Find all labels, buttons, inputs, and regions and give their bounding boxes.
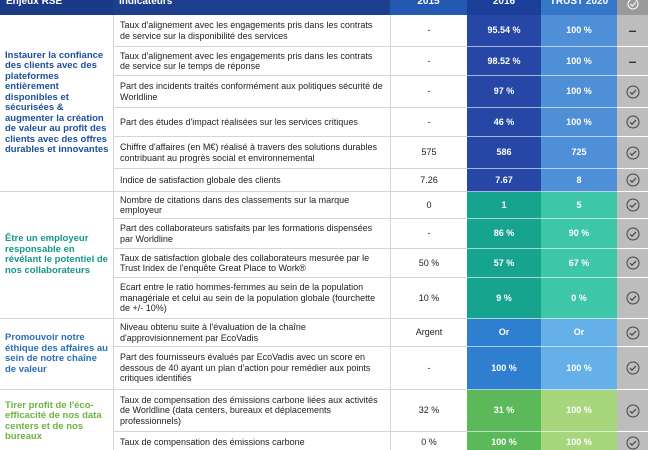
indicator: Ecart entre le ratio hommes-femmes au se… <box>113 278 390 319</box>
indicator: Taux de compensation des émissions carbo… <box>113 390 390 432</box>
status <box>617 76 648 108</box>
section-label: Promouvoir notre éthique des affaires au… <box>0 319 113 390</box>
check-icon <box>626 115 639 129</box>
indicator: Part des collaborateurs satisfaits par l… <box>113 219 390 249</box>
section-label: Tirer profit de l'éco-efficacité de nos … <box>0 390 113 450</box>
header-cell: 2015 <box>390 0 467 15</box>
indicator: Part des fournisseurs évalués par EcoVad… <box>113 347 390 390</box>
status <box>617 278 648 319</box>
status <box>617 192 648 219</box>
indicator: Chiffre d'affaires (en M€) réalisé à tra… <box>113 137 390 169</box>
check-icon <box>626 198 639 212</box>
value-2020: 100 % <box>541 76 617 108</box>
value-2016: 586 <box>467 137 541 169</box>
value-2020: 0 % <box>541 278 617 319</box>
value-2015: Argent <box>390 319 467 347</box>
value-2015: 575 <box>390 137 467 169</box>
value-2016: 31 % <box>467 390 541 432</box>
check-icon <box>626 326 639 339</box>
value-2016: 57 % <box>467 249 541 278</box>
status <box>617 219 648 249</box>
value-2020: 67 % <box>541 249 617 278</box>
value-2020: 100 % <box>541 108 617 137</box>
status <box>617 249 648 278</box>
value-2015: 10 % <box>390 278 467 319</box>
check-icon <box>626 85 639 98</box>
header-cell: Indicateurs <box>113 0 390 15</box>
status <box>617 347 648 390</box>
indicator: Taux de compensation des émissions carbo… <box>113 432 390 450</box>
check-icon <box>627 0 638 10</box>
value-2020: Or <box>541 319 617 347</box>
indicator: Taux d'alignement avec les engagements p… <box>113 15 390 47</box>
value-2015: - <box>390 347 467 390</box>
indicator: Part des études d'impact réalisées sur l… <box>113 108 390 137</box>
value-2015: 0 <box>390 192 467 219</box>
value-2020: 725 <box>541 137 617 169</box>
check-icon <box>626 256 639 270</box>
value-2015: - <box>390 15 467 47</box>
check-icon <box>626 404 639 417</box>
indicator: Indice de satisfaction globale des clien… <box>113 169 390 192</box>
value-2016: 46 % <box>467 108 541 137</box>
section-label: Instaurer la confiance des clients avec … <box>0 15 113 192</box>
value-2020: 5 <box>541 192 617 219</box>
value-2016: 95.54 % <box>467 15 541 47</box>
value-2016: 100 % <box>467 347 541 390</box>
value-2016: 9 % <box>467 278 541 319</box>
status: – <box>617 15 648 47</box>
value-2020: 100 % <box>541 347 617 390</box>
value-2015: - <box>390 108 467 137</box>
check-icon <box>626 291 639 305</box>
status <box>617 169 648 192</box>
check-icon <box>626 146 639 159</box>
indicator: Niveau obtenu suite à l'évaluation de la… <box>113 319 390 347</box>
indicator: Nombre de citations dans des classements… <box>113 192 390 219</box>
check-icon <box>626 173 639 187</box>
indicator: Taux d'alignement avec les engagements p… <box>113 47 390 76</box>
indicator: Part des incidents traités conformément … <box>113 76 390 108</box>
value-2020: 100 % <box>541 432 617 450</box>
status <box>617 390 648 432</box>
value-2020: 90 % <box>541 219 617 249</box>
value-2015: - <box>390 219 467 249</box>
value-2020: 100 % <box>541 15 617 47</box>
value-2020: 100 % <box>541 47 617 76</box>
value-2015: 50 % <box>390 249 467 278</box>
check-icon <box>626 227 639 240</box>
status <box>617 432 648 450</box>
value-2015: - <box>390 47 467 76</box>
status <box>617 108 648 137</box>
header-cell <box>617 0 648 15</box>
status: – <box>617 47 648 76</box>
value-2015: 7.26 <box>390 169 467 192</box>
value-2016: 7.67 <box>467 169 541 192</box>
value-2015: 32 % <box>390 390 467 432</box>
header-cell: TRUST 2020 <box>541 0 617 15</box>
value-2020: 8 <box>541 169 617 192</box>
value-2016: 100 % <box>467 432 541 450</box>
value-2016: 97 % <box>467 76 541 108</box>
value-2016: Or <box>467 319 541 347</box>
value-2015: - <box>390 76 467 108</box>
value-2015: 0 % <box>390 432 467 450</box>
value-2020: 100 % <box>541 390 617 432</box>
indicator: Taux de satisfaction globale des collabo… <box>113 249 390 278</box>
value-2016: 86 % <box>467 219 541 249</box>
check-icon <box>626 436 639 449</box>
header-cell: 2016 <box>467 0 541 15</box>
status <box>617 137 648 169</box>
check-icon <box>626 361 639 375</box>
header-cell: Enjeux RSE <box>0 0 113 15</box>
status <box>617 319 648 347</box>
value-2016: 1 <box>467 192 541 219</box>
section-label: Être un employeur responsable en révélan… <box>0 192 113 319</box>
value-2016: 98.52 % <box>467 47 541 76</box>
